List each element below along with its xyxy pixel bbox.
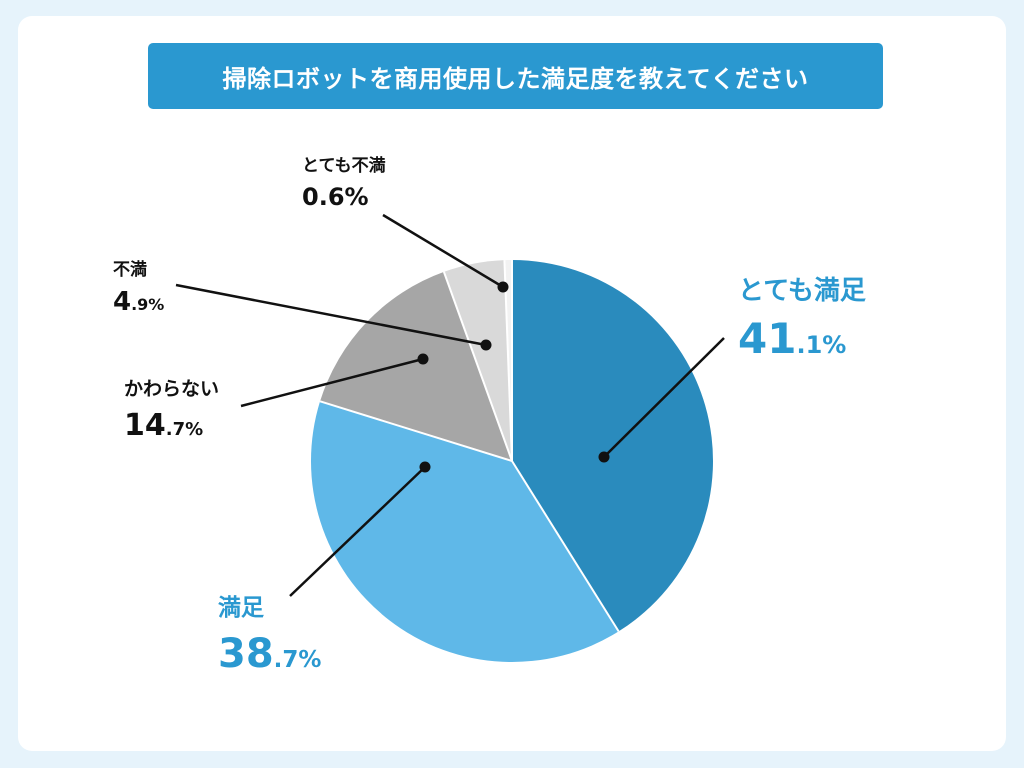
leader-very-dissatisfied-dot: [497, 281, 509, 293]
label-very-dissatisfied: とても不満 0.6%: [302, 156, 386, 211]
chart-title: 掃除ロボットを商用使用した満足度を教えてください: [222, 64, 809, 93]
slice-separator: [511, 460, 620, 632]
leader-satisfied-dot: [419, 461, 431, 473]
label-no-change-int: 14: [124, 408, 166, 443]
label-very-satisfied-int: 41: [738, 314, 797, 363]
title-banner: 掃除ロボットを商用使用した満足度を教えてください: [148, 43, 883, 109]
label-no-change-dec: .7%: [165, 419, 204, 440]
label-very-satisfied: とても満足 41.1%: [738, 278, 866, 360]
leader-dissatisfied-dot: [480, 339, 492, 351]
leader-no-change-line: [240, 357, 424, 408]
label-satisfied-int: 38: [218, 631, 274, 677]
slice-separator: [319, 400, 513, 462]
label-satisfied-name: 満足: [218, 595, 264, 621]
slice-separator: [503, 260, 513, 462]
leader-satisfied-line: [289, 466, 426, 597]
slice-very-satisfied: [512, 260, 713, 632]
leader-no-change-dot: [417, 353, 429, 365]
label-dissatisfied: 不満 4.9%: [113, 260, 165, 317]
label-very-satisfied-dec: .1%: [796, 331, 847, 359]
slice-no-change: [320, 271, 512, 461]
label-very-dissatisfied-name: とても不満: [302, 156, 386, 176]
slice-satisfied: [311, 401, 619, 662]
leader-very-dissatisfied-line: [382, 213, 504, 289]
label-no-change: かわらない 14.7%: [124, 380, 219, 441]
label-satisfied: 満足 38.7%: [218, 595, 322, 677]
leader-very-satisfied-dot: [598, 451, 610, 463]
leader-dissatisfied-line: [175, 283, 487, 347]
label-very-dissatisfied-int: 0.6%: [302, 183, 369, 211]
leader-very-satisfied-line: [603, 337, 725, 458]
label-dissatisfied-int: 4: [113, 287, 132, 317]
label-dissatisfied-name: 不満: [113, 260, 147, 280]
label-very-satisfied-name: とても満足: [738, 276, 866, 306]
slice-separator: [442, 271, 513, 462]
label-satisfied-dec: .7%: [273, 647, 322, 673]
label-dissatisfied-dec: .9%: [131, 295, 165, 314]
label-no-change-name: かわらない: [124, 378, 220, 400]
